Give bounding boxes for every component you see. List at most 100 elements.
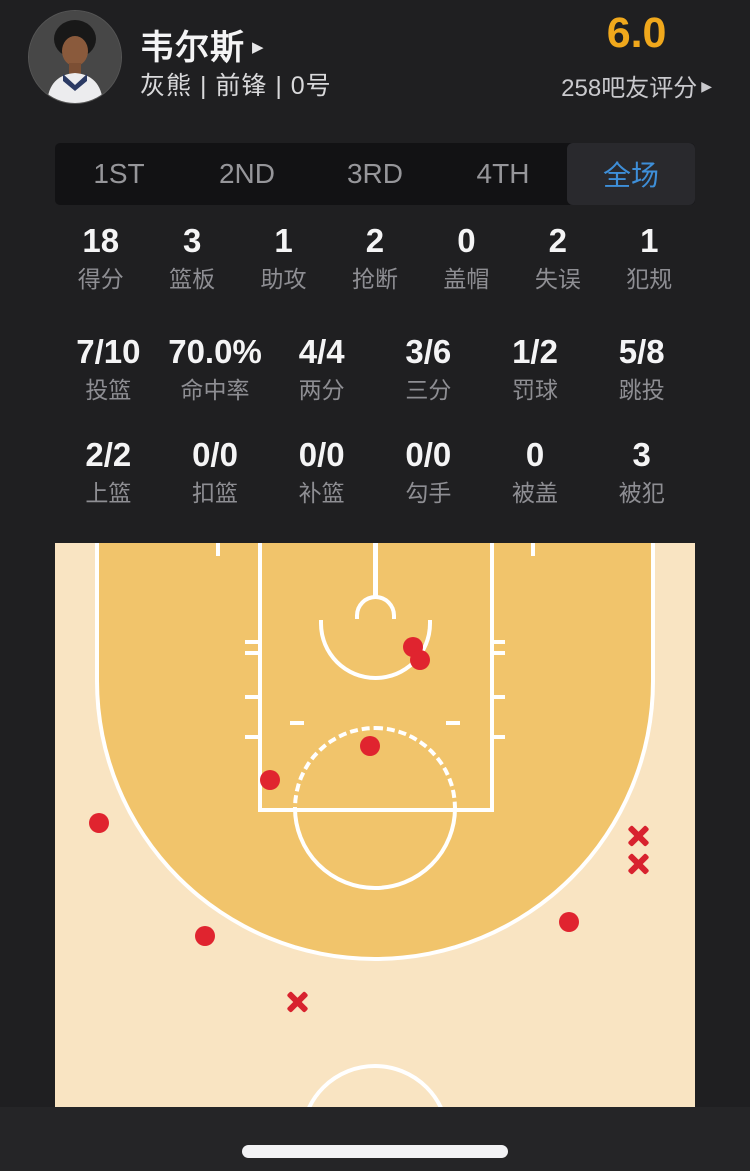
shot-miss-marker: [628, 854, 648, 874]
lane-hash-mark: [245, 640, 258, 644]
lane-hash-mark: [492, 735, 505, 739]
tab-1[interactable]: 1ST: [93, 158, 145, 189]
stat-cell-r2-c3: 4/4 两分: [268, 333, 375, 404]
stat-value: 0/0: [405, 436, 452, 473]
player-detail-arrow-icon[interactable]: ▶: [252, 38, 264, 56]
tab-5[interactable]: 全场: [567, 143, 695, 205]
stat-cell-r2-c4: 3/6 三分: [375, 333, 482, 404]
stat-value: 7/10: [76, 333, 141, 370]
stat-cell-r1-c4: 2 抢断: [329, 222, 420, 293]
stat-value: 3/6: [405, 333, 452, 370]
stat-value: 0: [525, 436, 545, 473]
stat-value: 3: [182, 222, 202, 259]
shot-chart-court: [55, 543, 695, 1107]
stat-label: 篮板: [169, 266, 216, 292]
lane-hash-mark: [245, 651, 258, 655]
stat-value: 18: [82, 222, 120, 259]
rating-source: 258吧友评分: [561, 75, 698, 102]
rating-block[interactable]: 6.0 258吧友评分 ▶: [561, 10, 712, 103]
shot-make-marker: [559, 912, 579, 932]
stat-value: 0/0: [192, 436, 238, 473]
stat-cell-r2-c2: 70.0% 命中率: [162, 333, 269, 404]
stat-cell-r3-c1: 2/2 上篮: [55, 436, 162, 507]
player-avatar[interactable]: [28, 10, 122, 104]
stat-value: 1: [274, 222, 293, 259]
free-throw-line-dash: [446, 721, 460, 725]
quarter-tabs: 1ST 2ND 3RD 4TH 全场: [55, 143, 695, 205]
stat-label: 抢断: [351, 266, 398, 292]
stat-cell-r3-c6: 3 被犯: [588, 436, 695, 507]
stat-row-3: 2/2 上篮 0/0 扣篮 0/0 补篮 0/0 勾手 0 被盖 3 被犯: [55, 436, 695, 507]
stat-cell-r2-c6: 5/8 跳投: [588, 333, 695, 404]
stat-label: 犯规: [626, 266, 673, 292]
stat-label: 两分: [298, 377, 345, 403]
stat-cell-r1-c5: 0 盖帽: [421, 222, 512, 293]
stat-label: 命中率: [180, 377, 250, 403]
stat-label: 被盖: [512, 480, 559, 506]
stat-cell-r3-c5: 0 被盖: [482, 436, 589, 507]
stat-value: 0/0: [298, 436, 345, 473]
shot-make-marker: [410, 650, 430, 670]
center-circle: [300, 1064, 450, 1107]
stat-label: 扣篮: [192, 480, 238, 506]
rating-arrow-icon: ▶: [701, 78, 712, 94]
lane-hash-mark: [492, 651, 505, 655]
free-throw-circle-dashed: [293, 726, 457, 808]
stat-row-1: 18 得分 3 篮板 1 助攻 2 抢断 0 盖帽 2 失误 1 犯规: [55, 222, 695, 293]
stat-row-2: 7/10 投篮 70.0% 命中率 4/4 两分 3/6 三分 1/2 罚球 5/8 跳投: [55, 333, 695, 404]
stat-label: 罚球: [512, 377, 559, 403]
stat-value: 2: [548, 222, 567, 259]
stat-cell-r3-c3: 0/0 补篮: [268, 436, 375, 507]
stat-cell-r1-c3: 1 助攻: [238, 222, 329, 293]
stat-label: 助攻: [260, 266, 307, 292]
lane-hash-mark: [492, 640, 505, 644]
tab-4[interactable]: 4TH: [476, 158, 530, 189]
stat-label: 投篮: [85, 377, 132, 403]
stat-label: 盖帽: [443, 266, 490, 292]
stat-cell-r3-c2: 0/0 扣篮: [162, 436, 269, 507]
player-name: 韦尔斯: [140, 29, 245, 67]
stat-cell-r1-c6: 2 失误: [512, 222, 603, 293]
shot-make-marker: [89, 813, 109, 833]
stat-label: 三分: [405, 377, 452, 403]
stat-value: 1/2: [512, 333, 558, 370]
tab-2[interactable]: 2ND: [218, 158, 275, 189]
stat-cell-r1-c7: 1 犯规: [604, 222, 695, 293]
rating-value: 6.0: [606, 9, 667, 57]
stat-value: 3: [632, 436, 651, 473]
stat-label: 补篮: [298, 480, 345, 506]
stat-value: 0: [457, 222, 476, 259]
stat-label: 勾手: [405, 480, 452, 506]
lane-hash-mark: [245, 735, 258, 739]
stat-value: 70.0%: [168, 333, 262, 370]
rim-arc: [355, 595, 396, 619]
shot-make-marker: [360, 736, 380, 756]
free-throw-circle-solid: [293, 808, 457, 892]
stat-cell-r1-c2: 3 篮板: [146, 222, 237, 293]
backboard-stem: [373, 543, 378, 596]
stat-label: 失误: [534, 266, 581, 292]
stat-label: 得分: [77, 266, 124, 292]
stat-value: 2/2: [85, 436, 132, 473]
baseline-tick: [216, 543, 220, 556]
player-team-position: 灰熊 | 前锋 | 0号: [140, 72, 332, 100]
player-photo: [29, 11, 121, 103]
shot-make-marker: [195, 926, 215, 946]
shot-miss-marker: [287, 992, 307, 1012]
lane-hash-mark: [492, 695, 505, 699]
stat-label: 上篮: [85, 480, 132, 506]
stat-cell-r1-c1: 18 得分: [55, 222, 146, 293]
free-throw-line-dash: [290, 721, 304, 725]
stat-value: 1: [640, 222, 659, 259]
home-indicator[interactable]: [242, 1145, 508, 1158]
shot-make-marker: [260, 770, 280, 790]
stat-cell-r2-c1: 7/10 投篮: [55, 333, 162, 404]
tab-3[interactable]: 3RD: [346, 158, 403, 189]
stat-label: 跳投: [618, 377, 665, 403]
stat-cell-r3-c4: 0/0 勾手: [375, 436, 482, 507]
system-bottom-bar: [0, 1107, 750, 1171]
stat-value: 2: [365, 222, 385, 259]
baseline-tick: [531, 543, 535, 556]
stat-value: 5/8: [618, 333, 665, 370]
